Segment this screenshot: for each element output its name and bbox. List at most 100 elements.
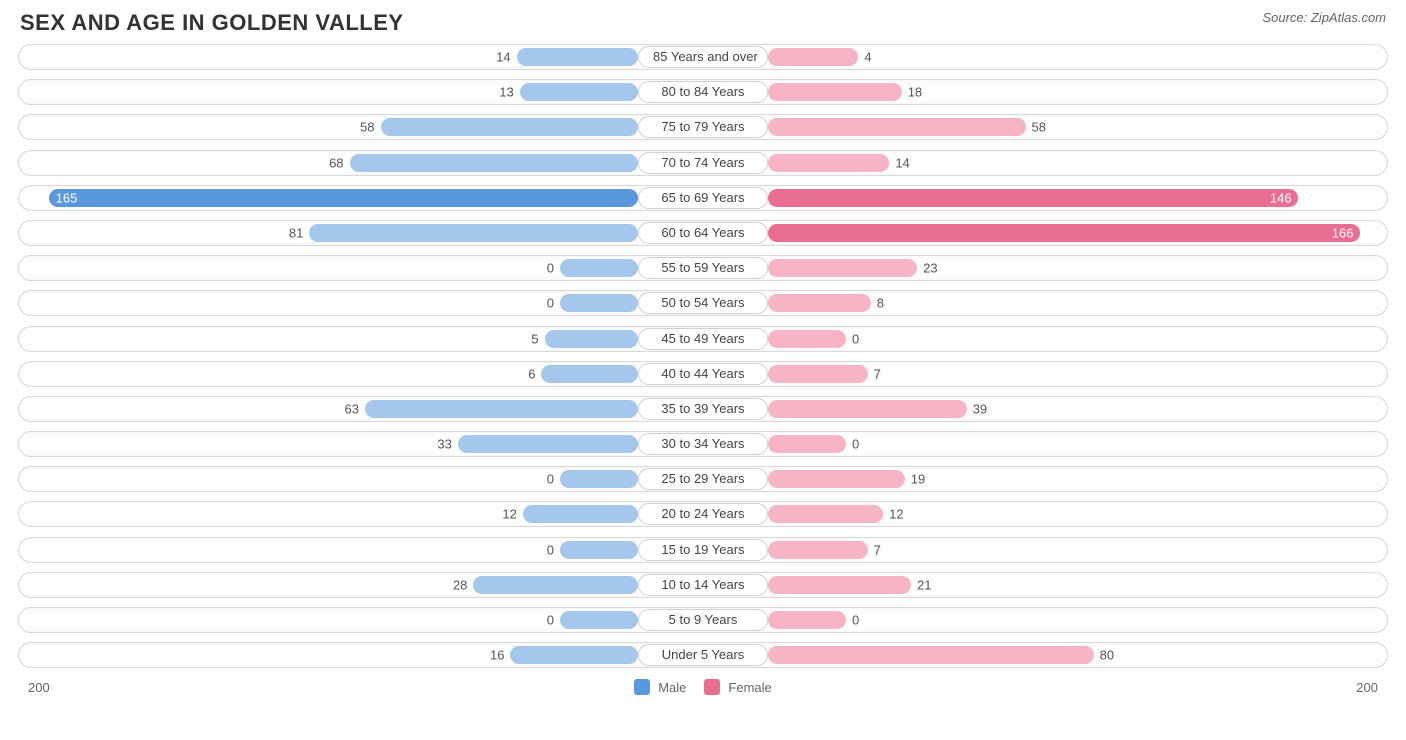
male-bar [365, 400, 638, 418]
age-group-label: 70 to 74 Years [638, 152, 768, 174]
female-value: 18 [908, 85, 922, 100]
female-bar [768, 118, 1026, 136]
age-group-label: 85 Years and over [638, 46, 768, 68]
age-group-label: 5 to 9 Years [638, 609, 768, 631]
age-group-label: 65 to 69 Years [638, 187, 768, 209]
age-group-label: 45 to 49 Years [638, 328, 768, 350]
male-value: 58 [360, 120, 374, 135]
male-bar [560, 470, 638, 488]
male-value: 0 [547, 613, 554, 628]
female-value: 7 [874, 542, 881, 557]
male-value: 68 [329, 155, 343, 170]
pyramid-row: 0 23 55 to 59 Years [18, 255, 1388, 281]
age-group-label: 20 to 24 Years [638, 503, 768, 525]
female-bar [768, 189, 1298, 207]
female-bar [768, 83, 902, 101]
male-bar [510, 646, 638, 664]
male-value: 33 [437, 437, 451, 452]
male-bar [473, 576, 638, 594]
male-value: 13 [499, 85, 513, 100]
pyramid-row: 0 19 25 to 29 Years [18, 466, 1388, 492]
pyramid-row: 1680Under 5 Years [18, 642, 1388, 668]
female-value: 0 [852, 437, 859, 452]
male-value: 16 [490, 648, 504, 663]
chart-source: Source: ZipAtlas.com [1262, 10, 1386, 25]
female-value: 0 [852, 331, 859, 346]
female-bar [768, 259, 917, 277]
male-value: 0 [547, 472, 554, 487]
female-value: 7 [874, 366, 881, 381]
legend-female-label: Female [728, 680, 771, 695]
male-bar [541, 365, 638, 383]
pyramid-row: 585875 to 79 Years [18, 114, 1388, 140]
female-value: 80 [1100, 648, 1114, 663]
pyramid-row: 33 0 30 to 34 Years [18, 431, 1388, 457]
axis-label-right: 200 [1356, 680, 1378, 695]
male-bar [458, 435, 638, 453]
age-group-label: 75 to 79 Years [638, 116, 768, 138]
pyramid-chart: 14485 Years and over 13 18 80 to 84 Years 58… [0, 40, 1406, 668]
age-group-label: 55 to 59 Years [638, 257, 768, 279]
age-group-label: 30 to 34 Years [638, 433, 768, 455]
pyramid-row: 0 0 5 to 9 Years [18, 607, 1388, 633]
legend: Male Female [634, 679, 772, 695]
female-value: 146 [1270, 190, 1292, 205]
male-value: 0 [547, 261, 554, 276]
pyramid-row: 0850 to 54 Years [18, 290, 1388, 316]
pyramid-row: 13 18 80 to 84 Years [18, 79, 1388, 105]
male-bar [309, 224, 638, 242]
male-value: 0 [547, 542, 554, 557]
female-bar [768, 541, 868, 559]
male-bar [560, 294, 638, 312]
pyramid-row: 0 7 15 to 19 Years [18, 537, 1388, 563]
male-bar [560, 259, 638, 277]
male-value: 0 [547, 296, 554, 311]
age-group-label: 40 to 44 Years [638, 363, 768, 385]
female-value: 21 [917, 577, 931, 592]
axis-label-left: 200 [28, 680, 50, 695]
male-bar [49, 189, 638, 207]
pyramid-row: 681470 to 74 Years [18, 150, 1388, 176]
female-value: 19 [911, 472, 925, 487]
age-group-label: 25 to 29 Years [638, 468, 768, 490]
male-bar [520, 83, 638, 101]
female-bar [768, 435, 846, 453]
female-swatch-icon [704, 679, 720, 695]
male-bar [350, 154, 638, 172]
chart-header: SEX AND AGE IN GOLDEN VALLEY Source: Zip… [0, 0, 1406, 40]
female-value: 166 [1332, 225, 1354, 240]
female-bar [768, 48, 858, 66]
male-value: 28 [453, 577, 467, 592]
female-value: 8 [877, 296, 884, 311]
legend-item-male: Male [634, 679, 686, 695]
male-bar [560, 541, 638, 559]
female-bar [768, 646, 1094, 664]
male-bar [381, 118, 639, 136]
female-bar [768, 400, 967, 418]
pyramid-row: 14485 Years and over [18, 44, 1388, 70]
male-value: 81 [289, 225, 303, 240]
age-group-label: 15 to 19 Years [638, 539, 768, 561]
female-bar [768, 330, 846, 348]
male-bar [523, 505, 638, 523]
male-value: 14 [496, 50, 510, 65]
legend-male-label: Male [658, 680, 686, 695]
female-value: 23 [923, 261, 937, 276]
female-bar [768, 611, 846, 629]
female-bar [768, 365, 868, 383]
female-bar [768, 154, 889, 172]
pyramid-row: 28 21 10 to 14 Years [18, 572, 1388, 598]
male-value: 12 [502, 507, 516, 522]
female-bar [768, 294, 871, 312]
pyramid-row: 6740 to 44 Years [18, 361, 1388, 387]
age-group-label: 80 to 84 Years [638, 81, 768, 103]
pyramid-row: 81 166 60 to 64 Years [18, 220, 1388, 246]
female-value: 12 [889, 507, 903, 522]
pyramid-row: 5045 to 49 Years [18, 326, 1388, 352]
pyramid-row: 633935 to 39 Years [18, 396, 1388, 422]
female-value: 39 [973, 401, 987, 416]
male-value: 165 [56, 190, 78, 205]
age-group-label: 10 to 14 Years [638, 574, 768, 596]
age-group-label: 60 to 64 Years [638, 222, 768, 244]
female-value: 0 [852, 613, 859, 628]
